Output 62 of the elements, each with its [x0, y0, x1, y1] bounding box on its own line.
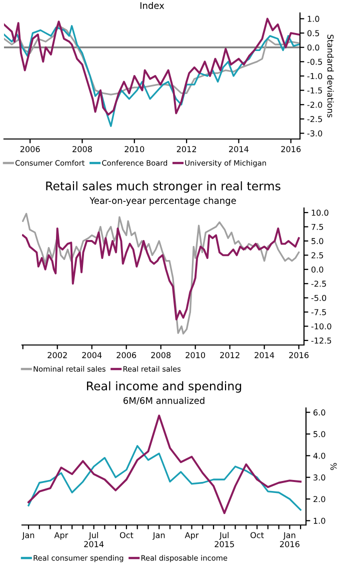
- y-tick-label: 4.0: [313, 452, 326, 459]
- line-series: [4, 18, 300, 116]
- line-series: [22, 227, 300, 320]
- chart-title: Real income and spending: [87, 381, 242, 393]
- chart-subtitle: 6M/6M annualized: [124, 396, 204, 405]
- x-tick-label: Oct: [250, 532, 264, 538]
- y-tick-label: -7.5: [311, 309, 326, 316]
- y-tick-label: -2.5: [311, 280, 326, 287]
- x-tick-label: 2004: [82, 352, 102, 358]
- x-tick-label: 2014: [254, 352, 274, 358]
- y-tick-label: 3.0: [314, 474, 326, 481]
- y-tick-label: -1.0: [307, 73, 322, 80]
- x-tick-label: Oct: [120, 532, 134, 538]
- x-tick-label: 2006: [20, 146, 40, 152]
- y-tick-label: 2.5: [312, 252, 324, 258]
- x-tick-label: Apr: [54, 532, 68, 540]
- x-tick-label: Apr: [184, 532, 199, 540]
- x-tick-label: Jul 2015: [214, 532, 234, 548]
- line-series: [22, 212, 300, 334]
- y-axis-title: %: [330, 463, 337, 470]
- line-series: [28, 414, 302, 514]
- y-tick-label: -0.5: [307, 58, 322, 65]
- x-tick-label: 2016: [289, 352, 309, 358]
- x-tick-label: Jan 2016: [280, 532, 300, 548]
- chart-title: Retail sales much stronger in real terms: [46, 181, 280, 193]
- y-tick-label: -10.0: [311, 323, 332, 330]
- x-tick-label: 2012: [176, 146, 196, 152]
- line-series: [4, 25, 300, 96]
- y-tick-label: 6.0: [314, 409, 326, 416]
- x-tick-label: Jul 2014: [84, 532, 104, 548]
- y-tick-label: -2.5: [307, 116, 322, 122]
- x-tick-label: Jan: [152, 532, 165, 540]
- y-tick-label: 2.0: [314, 496, 326, 502]
- y-tick-label: 1.0: [308, 16, 320, 22]
- chart-subtitle: Year-on-year percentage change: [90, 196, 236, 206]
- y-tick-label: -1.5: [307, 88, 322, 94]
- x-tick-label: Jan: [22, 532, 34, 540]
- y-tick-label: 5.0: [312, 238, 324, 244]
- x-tick-label: 2010: [124, 146, 144, 152]
- x-tick-label: 2008: [72, 146, 92, 152]
- y-tick-label: -5.0: [311, 294, 326, 301]
- y-tick-label: -3.0: [307, 130, 322, 136]
- x-tick-label: 2006: [116, 352, 136, 358]
- y-tick-label: 0.0: [311, 266, 324, 273]
- x-tick-label: 2014: [229, 146, 249, 152]
- y-tick-label: -12.5: [311, 338, 332, 344]
- y-tick-label: 0.0: [307, 44, 320, 51]
- y-tick-label: 10.0: [312, 210, 328, 216]
- y-tick-label: 5.0: [314, 431, 326, 438]
- line-series: [28, 445, 302, 511]
- line-series: [4, 25, 300, 127]
- x-tick-label: 2008: [151, 352, 171, 358]
- x-tick-label: 2010: [186, 352, 206, 358]
- x-tick-label: 2016: [281, 146, 301, 152]
- chart-subtitle: Index: [140, 2, 164, 9]
- x-tick-label: 2012: [220, 352, 240, 358]
- y-tick-label: 1.0: [314, 518, 326, 524]
- y-tick-label: -2.0: [307, 102, 322, 108]
- x-tick-label: 2002: [48, 352, 67, 358]
- y-tick-label: 7.5: [312, 224, 324, 230]
- y-tick-label: 0.5: [307, 30, 320, 36]
- y-axis-title: Standard deviations: [327, 34, 334, 118]
